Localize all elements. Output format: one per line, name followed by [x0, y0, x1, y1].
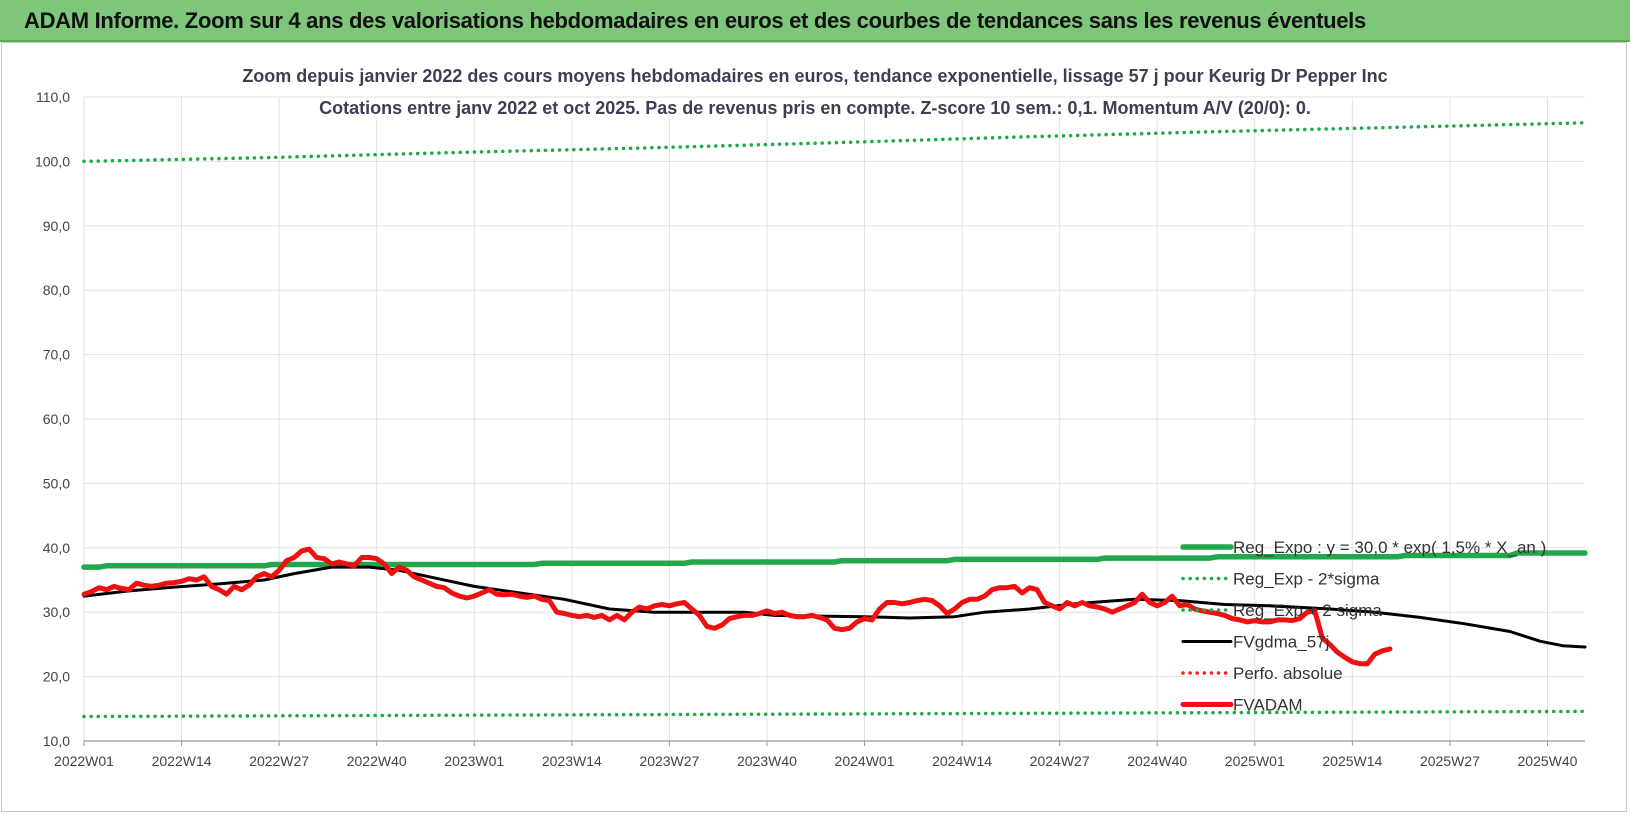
chart-title: Zoom depuis janvier 2022 des cours moyen…	[236, 66, 1394, 86]
x-tick-label: 2023W40	[737, 753, 797, 769]
y-tick-label: 40,0	[43, 540, 70, 556]
legend-entry: FVADAM	[1233, 696, 1303, 715]
x-tick-label: 2022W40	[347, 753, 407, 769]
chart-frame	[1, 42, 1627, 812]
series-line-6	[81, 546, 1393, 667]
x-tick-label: 2025W14	[1322, 753, 1382, 769]
y-tick-label: 90,0	[43, 218, 70, 234]
chart-subtitle-wrap: Cotations entre janv 2022 et oct 2025. P…	[0, 98, 1630, 119]
x-tick-label: 2022W27	[249, 753, 309, 769]
y-tick-label: 80,0	[43, 282, 70, 298]
banner-title: ADAM Informe. Zoom sur 4 ans des valoris…	[24, 8, 1366, 33]
y-tick-label: 110,0	[36, 89, 70, 105]
y-tick-label: 20,0	[43, 669, 70, 685]
chart-title-wrap: Zoom depuis janvier 2022 des cours moyen…	[0, 66, 1630, 87]
x-tick-label: 2024W40	[1127, 753, 1187, 769]
x-tick-label: 2024W01	[835, 753, 895, 769]
x-tick-label: 2025W27	[1420, 753, 1480, 769]
legend-entry: Reg_Exp + 2 sigma	[1233, 601, 1382, 620]
x-tick-label: 2023W27	[639, 753, 699, 769]
report-banner: ADAM Informe. Zoom sur 4 ans des valoris…	[0, 0, 1630, 42]
series-line-3	[82, 121, 1587, 164]
y-tick-label: 30,0	[43, 604, 70, 620]
x-tick-label: 2025W01	[1225, 753, 1285, 769]
x-tick-label: 2024W27	[1030, 753, 1090, 769]
legend-entry: Reg_Expo : y = 30,0 * exp( 1,5% * X_an )	[1233, 538, 1546, 557]
chart-subtitle: Cotations entre janv 2022 et oct 2025. P…	[313, 98, 1317, 118]
x-tick-label: 2022W14	[152, 753, 212, 769]
x-tick-label: 2023W14	[542, 753, 602, 769]
x-tick-label: 2025W40	[1518, 753, 1578, 769]
y-tick-label: 60,0	[43, 411, 70, 427]
series-line-2	[82, 709, 1587, 719]
x-tick-label: 2024W14	[932, 753, 992, 769]
legend-entry: Reg_Exp - 2*sigma	[1233, 570, 1380, 589]
y-tick-label: 10,0	[43, 733, 70, 749]
y-tick-label: 100,0	[35, 153, 70, 169]
y-tick-label: 70,0	[43, 347, 70, 363]
series-line-1	[81, 550, 1588, 570]
x-tick-label: 2022W01	[54, 753, 114, 769]
legend-entry: FVgdma_57j	[1233, 633, 1329, 652]
legend-entry: Perfo. absolue	[1233, 664, 1343, 683]
y-tick-label: 50,0	[43, 475, 70, 491]
x-tick-label: 2023W01	[444, 753, 504, 769]
